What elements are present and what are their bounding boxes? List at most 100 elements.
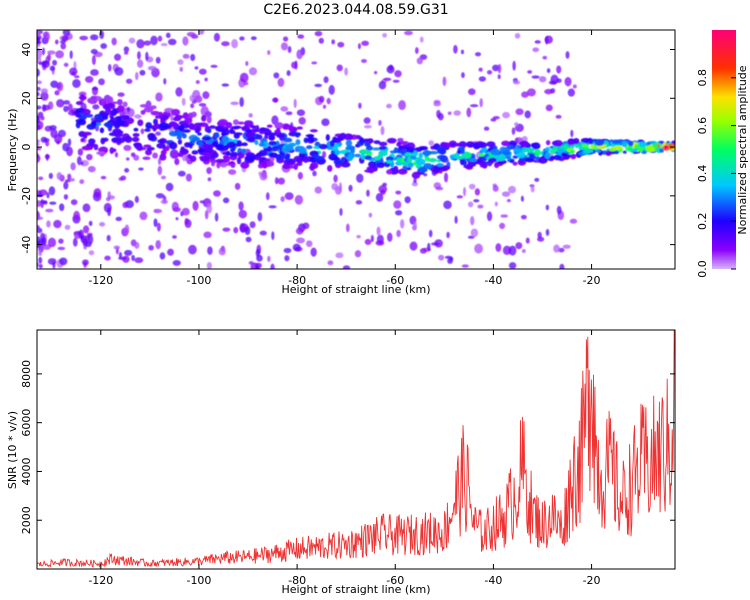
spectrogram-ridge-cell [365,150,373,154]
spectrogram-speckle [342,265,351,269]
spectrogram-speckle [364,238,372,245]
spectrogram-speckle [387,232,393,242]
spectrogram-speckle [443,172,449,183]
spectrogram-speckle [474,188,481,196]
spectrogram-ridge-cell [236,140,242,146]
spectrogram-ylabel: Frequency (Hz) [6,109,19,192]
spectrogram-ridge-cell [144,128,151,132]
spectrogram-speckle [184,217,189,225]
spectrogram-ridge-cell [137,119,144,127]
spectrogram-ridge-cell [467,161,476,168]
spectrogram-speckle [41,47,46,56]
spectrogram-ridge-cell [230,126,240,130]
spectrogram-ridge-cell [411,171,421,179]
spectrogram-ridge-cell [106,102,115,108]
spectrogram-speckle [413,221,417,230]
colorbar-tick-label: 0.0 [696,260,709,278]
spectrogram-speckle [37,91,40,97]
y-tick-label: 2000 [20,506,33,534]
spectrogram-speckle [287,46,292,54]
spectrogram-speckle [48,172,53,179]
spectrogram-speckle [147,65,157,71]
spectrogram-speckle [280,42,288,51]
spectrogram-ridge-cell [116,99,123,106]
spectrogram-ridge-cell [406,146,415,154]
spectrogram-ridge-cell [171,108,181,116]
spectrogram-speckle [244,226,251,236]
spectrogram-speckle [137,51,141,60]
spectrogram-speckle [338,182,342,192]
spectrogram-ridge-cell [178,124,185,132]
spectrogram-ridge-cell [417,166,428,173]
spectrogram-speckle [479,98,483,108]
spectrogram-ridge-cell [158,111,163,117]
spectrogram-speckle [453,44,458,54]
spectrogram-speckle [463,186,467,197]
spectrogram-speckle [416,57,423,65]
y-tick-label: -40 [20,236,33,254]
spectrogram-ridge-cell [302,156,309,163]
spectrogram-speckle [286,70,291,77]
spectrogram-speckle [477,204,484,209]
spectrogram-speckle [111,37,117,46]
spectrogram-ridge-cell [328,153,338,161]
spectrogram-speckle [395,190,402,195]
spectrogram-speckle [310,247,317,257]
spectrogram-ridge-cell [303,137,309,144]
spectrogram-speckle [82,203,91,213]
spectrogram-ridge-cell [340,161,351,168]
spectrogram-speckle [69,50,73,59]
spectrogram-ridge-cell [122,101,128,108]
spectrogram-ridge-cell [82,131,92,136]
spectrogram-speckle [570,129,574,138]
spectrogram-ridge-cell [309,162,319,170]
spectrogram-speckle [160,43,168,47]
spectrogram-speckle [473,199,480,203]
spectrogram-ridge-cell [266,124,273,128]
spectrogram-ridge-cell [226,150,231,156]
snr-ylabel: SNR (10 * v/v) [6,411,19,489]
spectrogram-speckle [37,227,43,234]
spectrogram-ridge-cell [371,147,381,151]
spectrogram-speckle [90,48,98,55]
figure-title: C2E6.2023.044.08.59.G31 [263,2,448,18]
spectrogram-speckle [84,75,94,83]
spectrogram-speckle [63,194,69,200]
spectrogram-ridge-cell [82,108,91,116]
spectrogram-speckle [259,172,268,181]
spectrogram-speckle [69,178,75,182]
spectrogram-speckle [206,203,213,214]
spectrogram-speckle [331,39,336,45]
spectrogram-speckle [37,225,40,229]
spectrogram-speckle [280,106,289,112]
spectrogram-ridge-cell [181,133,187,139]
spectrogram-speckle [521,135,528,142]
spectrogram-speckle [222,197,230,204]
spectrogram-speckle [239,223,246,233]
spectrogram-ridge-cell [496,155,506,162]
spectrogram-speckle [267,50,271,55]
spectrogram-speckle [361,40,370,46]
snr-x-ticks: -120 -100 -80 -60 -40 -20 [88,330,601,587]
spectrogram-speckle [318,37,324,44]
spectrogram-speckle [172,259,181,266]
spectrogram-speckle [525,237,530,244]
spectrogram-speckle [230,101,239,106]
spectrogram-speckle [567,88,576,97]
spectrogram-ridge-cell [228,161,236,165]
spectrogram-ridge-cell [525,147,535,153]
spectrogram-speckle [138,167,144,171]
spectrogram-ridge-cell [79,95,87,101]
spectrogram-speckle [39,200,48,204]
spectrogram-ridge-cell [488,157,497,163]
spectrogram-ridge-cell [233,133,240,139]
spectrogram-speckle [88,250,95,256]
spectrogram-speckle [271,115,279,125]
spectrogram-speckle [79,179,85,185]
spectrogram-ridge-cell [393,165,399,172]
spectrogram-speckle [345,223,350,233]
spectrogram-speckle [210,64,218,68]
spectrogram-speckle [185,173,192,182]
spectrogram-ridge-cell [204,147,214,153]
spectrogram-ridge-cell [176,135,182,140]
